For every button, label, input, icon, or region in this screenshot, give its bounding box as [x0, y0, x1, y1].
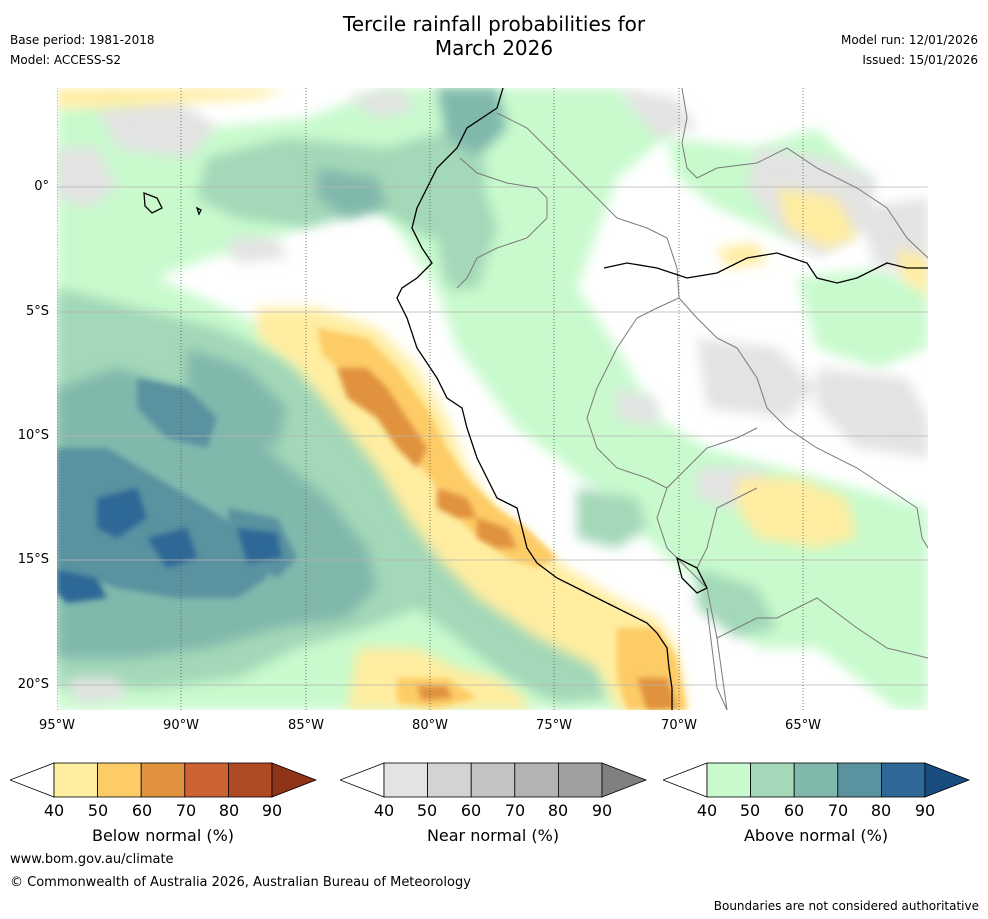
model-name: Model: ACCESS-S2: [10, 53, 122, 67]
colorbar-near-normal: [338, 762, 648, 798]
legend-near-normal: [338, 762, 650, 802]
legend-label-above: Above normal (%): [743, 826, 889, 845]
legend-label-near: Near normal (%): [426, 826, 560, 845]
issued-date: Issued: 15/01/2026: [862, 53, 978, 67]
colorbar-extend-high: [271, 762, 318, 798]
colorbar-extend-low: [338, 762, 385, 798]
colorbar-extend-low: [661, 762, 708, 798]
title-line-1: Tercile rainfall probabilities for: [342, 12, 646, 36]
lat-label-0: 0°: [34, 179, 49, 194]
below-normal-60-70-region: [337, 368, 677, 710]
lon-label-90w: 90°W: [163, 718, 199, 733]
colorbar-segment: [470, 762, 516, 798]
base-info: Base period: 1981-2018 Model: ACCESS-S2: [10, 30, 155, 70]
lon-label-80w: 80°W: [412, 718, 448, 733]
tick: 90: [591, 801, 613, 820]
tick: 40: [696, 801, 718, 820]
tick: 80: [218, 801, 240, 820]
legend-below-normal: [8, 762, 320, 802]
title-line-2: March 2026: [434, 36, 554, 60]
colorbar-segment: [53, 762, 98, 798]
disclaimer-text: Boundaries are not considered authoritat…: [713, 899, 979, 913]
colorbar-segment: [793, 762, 839, 798]
tick: 80: [547, 801, 569, 820]
latitude-gridlines: [57, 186, 928, 686]
base-period: Base period: 1981-2018: [10, 33, 155, 47]
lat-label-10s: 10°S: [17, 428, 49, 443]
colorbar-segment: [383, 762, 428, 798]
colorbar-segment: [706, 762, 751, 798]
colorbar-above-normal: [661, 762, 971, 798]
colorbar-below-normal: [8, 762, 318, 798]
tick: 50: [87, 801, 109, 820]
lat-label-15s: 15°S: [17, 552, 49, 567]
lat-label-20s: 20°S: [17, 677, 49, 692]
colorbar-segment: [514, 762, 559, 798]
tick: 50: [416, 801, 438, 820]
lat-label-5s: 5°S: [25, 304, 49, 319]
lon-label-95w: 95°W: [39, 718, 75, 733]
colorbar-segment: [97, 762, 142, 798]
legend-label-below: Below normal (%): [91, 826, 235, 845]
website-link[interactable]: www.bom.gov.au/climate: [10, 852, 174, 867]
colorbar-segment: [427, 762, 472, 798]
model-run: Model run: 12/01/2026: [840, 33, 978, 47]
ticks-below-normal: 40 50 60 70 80 90: [10, 801, 320, 821]
tick: 70: [175, 801, 197, 820]
copyright-text: © Commonwealth of Australia 2026, Austra…: [10, 875, 471, 890]
ticks-above-normal: 40 50 60 70 80 90: [663, 801, 973, 821]
colorbar-segment: [837, 762, 882, 798]
colorbar-extend-high: [601, 762, 648, 798]
lon-label-75w: 75°W: [536, 718, 572, 733]
rainfall-map: [57, 88, 928, 710]
lon-label-65w: 65°W: [785, 718, 821, 733]
tick: 90: [914, 801, 936, 820]
tick: 60: [783, 801, 805, 820]
tick: 60: [131, 801, 153, 820]
colorbar-segment: [227, 762, 273, 798]
colorbar-extend-high: [924, 762, 971, 798]
legend-above-normal: [661, 762, 973, 802]
tick: 50: [739, 801, 761, 820]
colorbar-segment: [140, 762, 186, 798]
tick: 40: [43, 801, 65, 820]
colorbar-extend-low: [8, 762, 55, 798]
tick: 40: [373, 801, 395, 820]
tick: 80: [870, 801, 892, 820]
colorbar-segment: [557, 762, 603, 798]
coastline: [143, 88, 928, 710]
above-normal-80-90-region: [57, 488, 282, 603]
tick: 70: [504, 801, 526, 820]
tick: 70: [827, 801, 849, 820]
colorbar-segment: [880, 762, 926, 798]
ticks-near-normal: 40 50 60 70 80 90: [340, 801, 650, 821]
colorbar-segment: [184, 762, 229, 798]
map-title: Tercile rainfall probabilities for March…: [0, 12, 988, 60]
tick: 60: [460, 801, 482, 820]
run-info: Model run: 12/01/2026 Issued: 15/01/2026: [841, 30, 978, 70]
lon-label-70w: 70°W: [661, 718, 697, 733]
colorbar-segment: [750, 762, 795, 798]
tick: 90: [261, 801, 283, 820]
country-borders: [456, 88, 928, 710]
lon-label-85w: 85°W: [288, 718, 324, 733]
